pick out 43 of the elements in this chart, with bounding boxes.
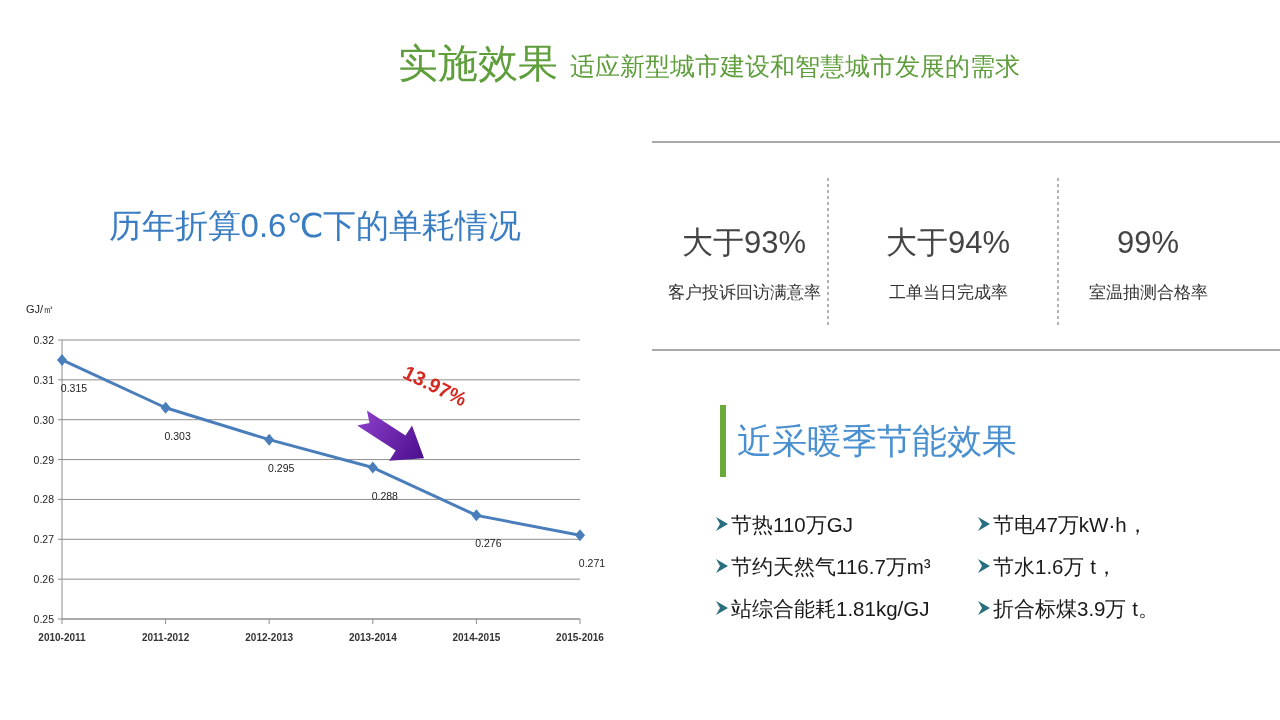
x-tick-label: 2014-2015 xyxy=(452,632,501,643)
y-tick-label: 0.28 xyxy=(33,493,55,506)
text: 大于94% xyxy=(885,225,1011,260)
x-tick-label: 2010-2011 xyxy=(38,632,87,643)
x-tick-label: 2011-2012 xyxy=(141,632,190,643)
y-tick-label: 0.30 xyxy=(33,413,55,426)
y-tick-label: 0.31 xyxy=(33,373,55,386)
point xyxy=(264,433,275,446)
y-tick-label: 0.27 xyxy=(33,533,55,546)
y-tick-label: 0.32 xyxy=(33,334,55,346)
text: 近采暖季节能效果 xyxy=(737,421,1017,460)
point xyxy=(367,461,378,474)
data-label: 0.303 xyxy=(164,429,191,442)
data-label: 0.276 xyxy=(475,537,502,550)
data-label: 0.295 xyxy=(268,461,295,474)
text: 节水1.6万 t， xyxy=(993,555,1117,578)
data-label: 0.288 xyxy=(371,489,399,502)
text: 室温抽测合格率 xyxy=(1088,283,1208,302)
y-tick-label: 0.29 xyxy=(33,453,55,466)
text: 工单当日完成率 xyxy=(888,283,1008,302)
text: 站综合能耗1.81kg/GJ xyxy=(731,597,930,620)
text: 折合标煤3.9万 t。 xyxy=(993,597,1159,620)
point xyxy=(57,353,67,366)
x-tick-label: 2015-2016 xyxy=(556,632,605,643)
text: 实施效果 xyxy=(398,41,558,86)
x-tick-label: 2013-2014 xyxy=(348,632,398,643)
chart-title: 历年折算0.6℃下的单耗情况 xyxy=(108,207,522,244)
y-tick-label: 0.26 xyxy=(33,573,55,586)
text: 99% xyxy=(1116,225,1180,260)
y-tick-label: 0.25 xyxy=(33,613,55,625)
y-axis-title: GJ/㎡ xyxy=(26,303,55,315)
text: 客户投诉回访满意率 xyxy=(667,283,821,302)
text: 节约天然气116.7万m³ xyxy=(731,555,931,578)
text: 节热110万GJ xyxy=(731,513,853,536)
point xyxy=(160,401,171,414)
data-label: 0.315 xyxy=(60,381,88,394)
x-tick-label: 2012-2013 xyxy=(245,632,294,643)
point xyxy=(471,509,482,522)
text: 节电47万kW·h， xyxy=(993,513,1148,536)
data-label: 0.271 xyxy=(578,557,606,570)
point xyxy=(575,529,585,542)
text: 大于93% xyxy=(681,225,807,260)
text: 适应新型城市建设和智慧城市发展的需求 xyxy=(570,53,1020,80)
